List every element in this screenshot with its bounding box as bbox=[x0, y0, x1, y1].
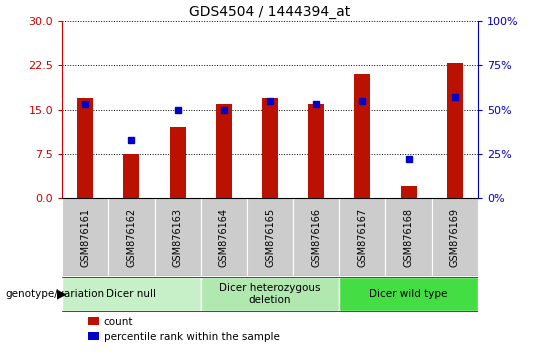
Bar bbox=[247, 198, 293, 276]
Bar bbox=[401, 187, 417, 198]
Text: GSM876162: GSM876162 bbox=[126, 207, 137, 267]
Bar bbox=[215, 104, 232, 198]
Text: GSM876163: GSM876163 bbox=[173, 208, 183, 267]
Bar bbox=[170, 127, 186, 198]
Bar bbox=[201, 277, 339, 311]
Bar bbox=[123, 154, 139, 198]
Bar bbox=[386, 198, 431, 276]
Bar bbox=[62, 198, 109, 276]
Bar bbox=[109, 198, 154, 276]
Bar bbox=[308, 104, 325, 198]
Text: Dicer heterozygous
deletion: Dicer heterozygous deletion bbox=[219, 283, 321, 305]
Bar bbox=[262, 98, 278, 198]
Bar bbox=[293, 198, 339, 276]
Bar bbox=[447, 63, 463, 198]
Text: GSM876168: GSM876168 bbox=[403, 208, 414, 267]
Bar bbox=[77, 98, 93, 198]
Text: GSM876169: GSM876169 bbox=[450, 208, 460, 267]
Text: GSM876161: GSM876161 bbox=[80, 208, 90, 267]
Bar bbox=[339, 198, 386, 276]
Text: GSM876165: GSM876165 bbox=[265, 207, 275, 267]
Text: genotype/variation: genotype/variation bbox=[5, 289, 105, 299]
Bar bbox=[201, 198, 247, 276]
Bar bbox=[62, 277, 201, 311]
Bar bbox=[339, 277, 478, 311]
Legend: count, percentile rank within the sample: count, percentile rank within the sample bbox=[88, 317, 280, 342]
Text: GSM876164: GSM876164 bbox=[219, 208, 229, 267]
Text: GSM876166: GSM876166 bbox=[311, 208, 321, 267]
Text: ▶: ▶ bbox=[57, 287, 67, 300]
Title: GDS4504 / 1444394_at: GDS4504 / 1444394_at bbox=[190, 5, 350, 19]
Bar bbox=[154, 198, 201, 276]
Text: Dicer null: Dicer null bbox=[106, 289, 157, 299]
Bar bbox=[354, 74, 370, 198]
Text: Dicer wild type: Dicer wild type bbox=[369, 289, 448, 299]
Bar bbox=[431, 198, 478, 276]
Text: GSM876167: GSM876167 bbox=[357, 207, 367, 267]
